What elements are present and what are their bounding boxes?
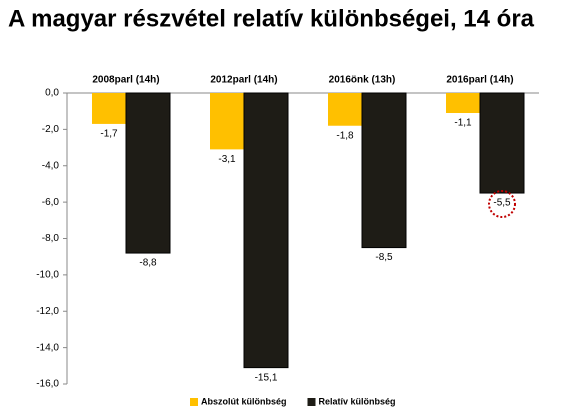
- bar: [92, 93, 126, 124]
- highlight-circle: [488, 190, 516, 219]
- bar: [479, 92, 525, 194]
- value-label: -8,8: [139, 258, 157, 269]
- value-label: -3,1: [218, 154, 236, 165]
- value-label: -1,8: [336, 130, 354, 141]
- bar: [446, 93, 480, 114]
- y-tick-label: -6,0: [42, 197, 60, 208]
- chart-title: A magyar részvétel relatív különbségei, …: [8, 5, 535, 32]
- legend-swatch: [307, 398, 316, 406]
- value-label: -1,7: [100, 129, 118, 140]
- category-label: 2016parl (14h): [446, 75, 513, 86]
- value-label: -5,5: [493, 198, 511, 209]
- bar: [328, 93, 362, 126]
- y-tick-label: 0,0: [45, 88, 59, 99]
- category-label: 2012parl (14h): [210, 75, 277, 86]
- value-label: -15,1: [255, 372, 278, 383]
- y-tick-label: -8,0: [42, 233, 60, 244]
- value-label: -1,1: [454, 118, 472, 129]
- bar: [361, 92, 407, 249]
- y-tick-label: -2,0: [42, 124, 60, 135]
- y-tick-label: -16,0: [36, 379, 59, 390]
- bar: [210, 93, 244, 150]
- y-tick-label: -14,0: [36, 342, 59, 353]
- category-label: 2008parl (14h): [92, 75, 159, 86]
- legend-swatch: [190, 398, 198, 406]
- bar: [243, 92, 289, 369]
- y-tick-label: -12,0: [36, 306, 59, 317]
- y-tick-label: -4,0: [42, 160, 60, 171]
- bar: [125, 92, 171, 254]
- legend-label: Abszolút különbség: [201, 396, 287, 406]
- category-label: 2016önk (13h): [329, 75, 396, 86]
- value-label: -8,5: [375, 252, 393, 263]
- y-tick-label: -10,0: [36, 270, 59, 281]
- legend-label: Relatív különbség: [319, 396, 396, 406]
